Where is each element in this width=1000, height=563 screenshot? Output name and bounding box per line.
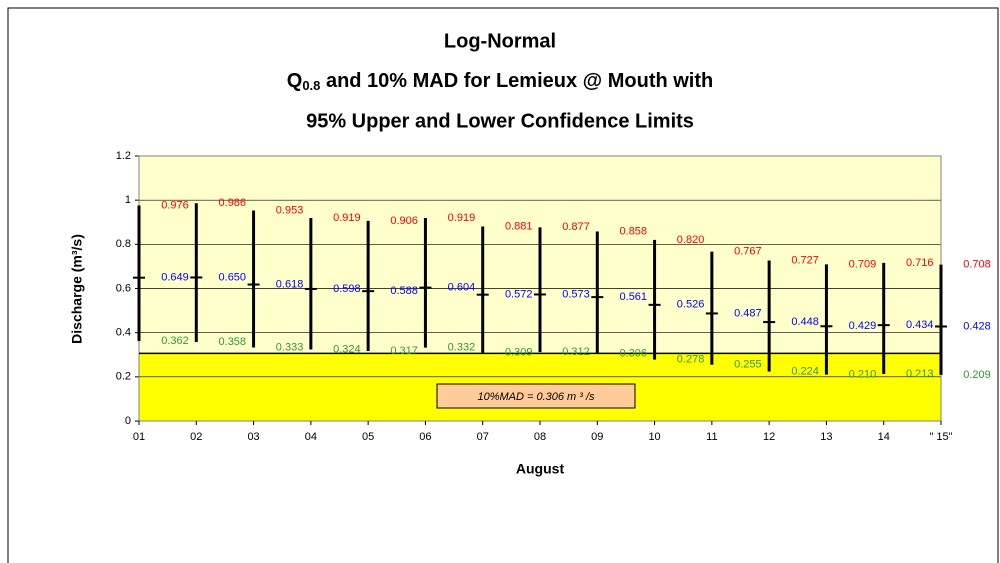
value-label: 0.906 — [390, 215, 418, 227]
y-tick-label: 0.8 — [116, 238, 131, 250]
value-label: 0.976 — [161, 199, 189, 211]
y-tick-label: 1.2 — [116, 150, 131, 162]
frame — [7, 7, 999, 563]
title-sub: 0.8 — [302, 78, 320, 93]
y-axis-title: Discharge (m³/s) — [69, 234, 85, 344]
x-tick-label: 07 — [477, 431, 489, 443]
value-label: 0.309 — [505, 347, 533, 359]
value-label: 0.362 — [161, 335, 189, 347]
y-tick-label: 0.4 — [116, 327, 131, 339]
value-label: 0.561 — [620, 291, 648, 303]
value-label: 0.317 — [390, 345, 418, 357]
x-tick-label: 03 — [247, 431, 259, 443]
value-label: 0.526 — [677, 299, 705, 311]
value-label: 0.428 — [963, 320, 991, 332]
x-tick-label: 12 — [763, 431, 775, 443]
value-label: 0.727 — [791, 254, 819, 266]
x-tick-label: 04 — [305, 431, 317, 443]
annotation: 10%MAD = 0.306 m ³ /s — [477, 391, 595, 403]
x-tick-label: 09 — [591, 431, 603, 443]
value-label: 0.306 — [620, 347, 648, 359]
title-line-2: Q0.8 and 10% MAD for Lemieux @ Mouth wit… — [287, 70, 714, 93]
value-label: 0.209 — [963, 369, 991, 381]
value-label: 0.448 — [791, 316, 819, 328]
value-label: 0.858 — [620, 225, 648, 237]
value-label: 0.429 — [849, 320, 877, 332]
title-q: Q — [287, 70, 303, 92]
value-label: 0.986 — [219, 197, 247, 209]
value-label: 0.333 — [276, 341, 304, 353]
x-tick-label: 01 — [133, 431, 145, 443]
value-label: 0.650 — [219, 271, 247, 283]
y-tick-label: 1 — [125, 194, 131, 206]
value-label: 0.881 — [505, 220, 533, 232]
value-label: 0.716 — [906, 257, 934, 269]
title-line-1: Log-Normal — [444, 30, 556, 52]
value-label: 0.312 — [562, 346, 590, 358]
value-label: 0.919 — [333, 212, 361, 224]
y-tick-label: 0.6 — [116, 282, 131, 294]
x-tick-label: 08 — [534, 431, 546, 443]
value-label: 0.820 — [677, 234, 705, 246]
value-label: 0.255 — [734, 359, 762, 371]
value-label: 0.708 — [963, 259, 991, 271]
x-tick-label: 02 — [190, 431, 202, 443]
value-label: 0.278 — [677, 354, 705, 366]
title-line-3: 95% Upper and Lower Confidence Limits — [306, 110, 694, 132]
value-label: 0.649 — [161, 272, 189, 284]
value-label: 0.213 — [906, 368, 934, 380]
x-tick-label: 10 — [648, 431, 660, 443]
value-label: 0.572 — [505, 289, 533, 301]
value-label: 0.588 — [390, 285, 418, 297]
value-label: 0.324 — [333, 343, 361, 355]
value-label: 0.332 — [448, 342, 476, 354]
y-tick-label: 0 — [125, 415, 131, 427]
value-label: 0.953 — [276, 204, 304, 216]
value-label: 0.358 — [219, 336, 247, 348]
value-label: 0.598 — [333, 283, 361, 295]
annotation-box — [436, 383, 636, 409]
x-tick-label: 11 — [706, 431, 717, 443]
title-rest: and 10% MAD for Lemieux @ Mouth with — [320, 70, 713, 92]
y-tick-label: 0.2 — [116, 371, 131, 383]
value-label: 0.877 — [562, 221, 590, 233]
x-tick-label: 14 — [878, 431, 890, 443]
value-label: 0.767 — [734, 246, 762, 258]
value-label: 0.487 — [734, 307, 762, 319]
value-label: 0.573 — [562, 288, 590, 300]
value-label: 0.434 — [906, 319, 934, 331]
value-label: 0.604 — [448, 282, 476, 294]
x-axis-title: August — [516, 461, 565, 477]
value-label: 0.618 — [276, 278, 304, 290]
value-label: 0.919 — [448, 212, 476, 224]
value-label: 0.210 — [849, 369, 877, 381]
value-label: 0.709 — [849, 258, 877, 270]
x-tick-label: 05 — [362, 431, 374, 443]
x-tick-label: " 15" — [929, 431, 952, 443]
x-tick-label: 06 — [419, 431, 431, 443]
x-tick-label: 13 — [820, 431, 832, 443]
value-label: 0.224 — [791, 365, 819, 377]
